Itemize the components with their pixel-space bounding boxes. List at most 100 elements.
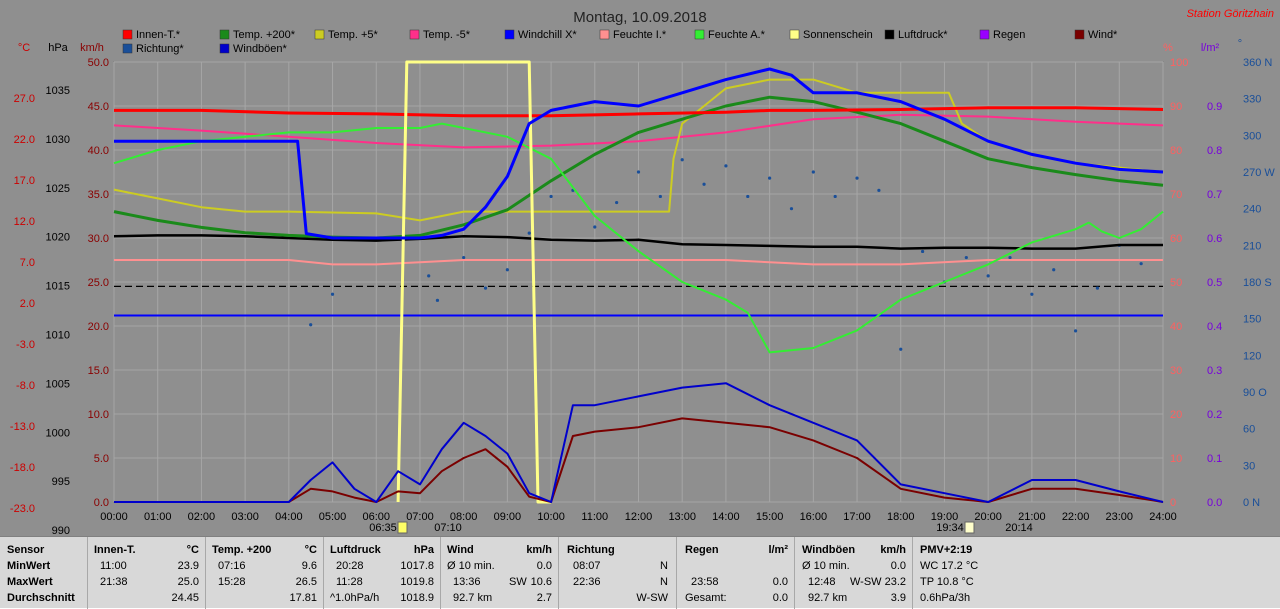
stats-windboeen-head: Windböen xyxy=(802,544,856,556)
axis-tick-hpa: 1030 xyxy=(46,134,70,146)
axis-tick-celsius: -23.0 xyxy=(10,503,35,515)
axis-tick-time: 24:00 xyxy=(1149,511,1177,523)
stats-windboeen-unit: km/h xyxy=(880,544,906,556)
axis-tick-time: 21:00 xyxy=(1018,511,1046,523)
legend-swatch-richtung xyxy=(122,43,133,54)
axis-tick-time: 09:00 xyxy=(494,511,522,523)
axis-tick-hpa: 1000 xyxy=(46,427,70,439)
axis-tick-degree: 330 xyxy=(1243,94,1261,106)
legend-swatch-regen xyxy=(979,29,990,40)
legend-swatch-temp-5 xyxy=(314,29,325,40)
richtung-point xyxy=(964,255,968,260)
sunrise-marker xyxy=(397,521,408,534)
richtung-point xyxy=(1008,255,1012,260)
axis-tick-degree: 0 N xyxy=(1243,497,1260,509)
sunset-time-label: 19:34 xyxy=(936,522,964,534)
statistics-panel: Sensor MinWert MaxWert Durchschnitt Inne… xyxy=(0,536,1280,609)
stats-innen-max-time: 21:38 xyxy=(100,576,128,588)
stats-windboeen-max-time: 12:48 xyxy=(808,576,836,588)
richtung-point xyxy=(724,164,728,168)
stats-luftdruck-min-value: 1017.8 xyxy=(400,560,434,572)
axis-tick-percent: 80 xyxy=(1170,145,1182,157)
axis-tick-time: 19:00 xyxy=(931,511,959,523)
stats-luftdruck-unit: hPa xyxy=(413,544,434,556)
series-line-wind xyxy=(114,417,1164,503)
axis-tick-rain: 0.0 xyxy=(1207,497,1222,509)
axis-tick-time: 14:00 xyxy=(712,511,740,523)
axis-tick-time: 10:00 xyxy=(537,511,565,523)
series-line-innen-t xyxy=(114,106,1164,118)
axis-tick-time: 05:00 xyxy=(319,511,347,523)
legend-swatch-temp-200 xyxy=(219,29,230,40)
stats-wind-avg10-value: 0.0 xyxy=(536,560,552,572)
axis-tick-kmh: 20.0 xyxy=(88,321,109,333)
axis-tick-celsius: -13.0 xyxy=(10,421,35,433)
stats-col-luftdruck: Luftdruck hPa 20:28 1017.8 11:28 1019.8 … xyxy=(324,537,441,609)
legend-swatch-temp-5 xyxy=(409,29,420,40)
axis-tick-time: 01:00 xyxy=(144,511,172,523)
stats-col-pmv: PMV+2:19 WC 17.2 °C TP 10.8 °C 0.6hPa/3h xyxy=(913,537,1280,609)
axis-tick-rain: 0.6 xyxy=(1207,233,1222,245)
stats-richtung-avg: W-SW xyxy=(636,592,668,604)
axis-tick-time: 07:00 xyxy=(406,511,434,523)
stats-regen-total-label: Gesamt: xyxy=(685,592,727,604)
axis-tick-time: 12:00 xyxy=(625,511,653,523)
stats-header-sensor: Sensor xyxy=(7,544,45,556)
axis-tick-celsius: 22.0 xyxy=(14,134,35,146)
axis-tick-time: 15:00 xyxy=(756,511,784,523)
legend-label-regen: Regen xyxy=(993,29,1025,41)
richtung-point xyxy=(483,286,488,290)
stats-luftdruck-head: Luftdruck xyxy=(330,544,381,556)
richtung-point xyxy=(680,158,684,162)
axis-tick-hpa: 1005 xyxy=(46,378,70,390)
axis-tick-kmh: 50.0 xyxy=(88,57,109,69)
stats-regen-max-time: 23:58 xyxy=(691,576,719,588)
axis-tick-percent: 40 xyxy=(1170,321,1182,333)
series-line-luftdruck xyxy=(113,234,1163,250)
legend-swatch-feuchte-a xyxy=(694,29,705,40)
axis-unit-percent: % xyxy=(1163,42,1173,54)
stats-wind-max-time: 13:36 xyxy=(453,576,481,588)
legend-label-richtung: Richtung* xyxy=(136,43,184,55)
axis-tick-percent: 50 xyxy=(1170,277,1182,289)
stats-temp200-head: Temp. +200 xyxy=(212,544,272,556)
stats-luftdruck-min-time: 20:28 xyxy=(336,560,364,572)
stats-col-regen: Regen l/m² 23:58 0.0 Gesamt: 0.0 xyxy=(677,537,795,609)
axis-tick-hpa: 1015 xyxy=(46,281,70,293)
stats-windboeen-max-direction: W-SW xyxy=(850,576,882,588)
richtung-point xyxy=(615,200,619,205)
sunrise-time-label: 06:35 xyxy=(369,522,397,534)
axis-tick-kmh: 0.0 xyxy=(94,497,109,509)
richtung-point xyxy=(636,170,641,174)
series-line-windchill-x xyxy=(114,67,1164,240)
axis-tick-time: 13:00 xyxy=(668,511,696,523)
richtung-point xyxy=(855,176,859,180)
axis-unit-hpa: hPa xyxy=(48,42,68,54)
stats-temp200-min-value: 9.6 xyxy=(301,560,317,572)
legend-label-feuchte-a: Feuchte A.* xyxy=(708,29,766,41)
axis-tick-time: 04:00 xyxy=(275,511,303,523)
richtung-point xyxy=(746,194,750,199)
axis-tick-degree: 60 xyxy=(1243,424,1255,436)
stats-innen-min-time: 11:00 xyxy=(100,560,127,572)
axis-tick-hpa: 1010 xyxy=(46,330,70,342)
stats-col-innen: Innen-T. °C 11:00 23.9 21:38 25.0 24.45 xyxy=(88,537,206,609)
axis-tick-percent: 30 xyxy=(1170,365,1182,377)
weather-chart-area: °C hPa km/h% l/m² ° 27.0 22.0 17.0 12.0 7.0 2.0 -3.… xyxy=(0,0,1280,536)
stats-windboeen-avg10-value: 0.0 xyxy=(890,560,906,572)
axis-tick-celsius: -8.0 xyxy=(16,380,35,392)
legend-swatch-innen-t xyxy=(122,29,133,40)
axis-tick-degree: 240 xyxy=(1243,204,1261,216)
series-line-feuchte-i xyxy=(114,259,1163,266)
stats-pmv-dewpoint: TP 10.8 °C xyxy=(920,576,974,588)
axis-tick-time: 00:00 xyxy=(100,511,128,523)
richtung-point xyxy=(768,176,772,180)
axis-tick-degree: 360 N xyxy=(1243,57,1272,69)
stats-temp200-unit: °C xyxy=(304,544,317,556)
axis-tick-kmh: 15.0 xyxy=(88,365,109,377)
axis-tick-degree: 120 xyxy=(1243,350,1261,362)
axis-tick-time: 02:00 xyxy=(188,511,216,523)
axis-tick-percent: 60 xyxy=(1170,233,1182,245)
legend: Innen-T.* Temp. +200* Temp. +5* Temp. -5* Wi… xyxy=(122,29,1118,55)
richtung-point xyxy=(462,255,466,260)
